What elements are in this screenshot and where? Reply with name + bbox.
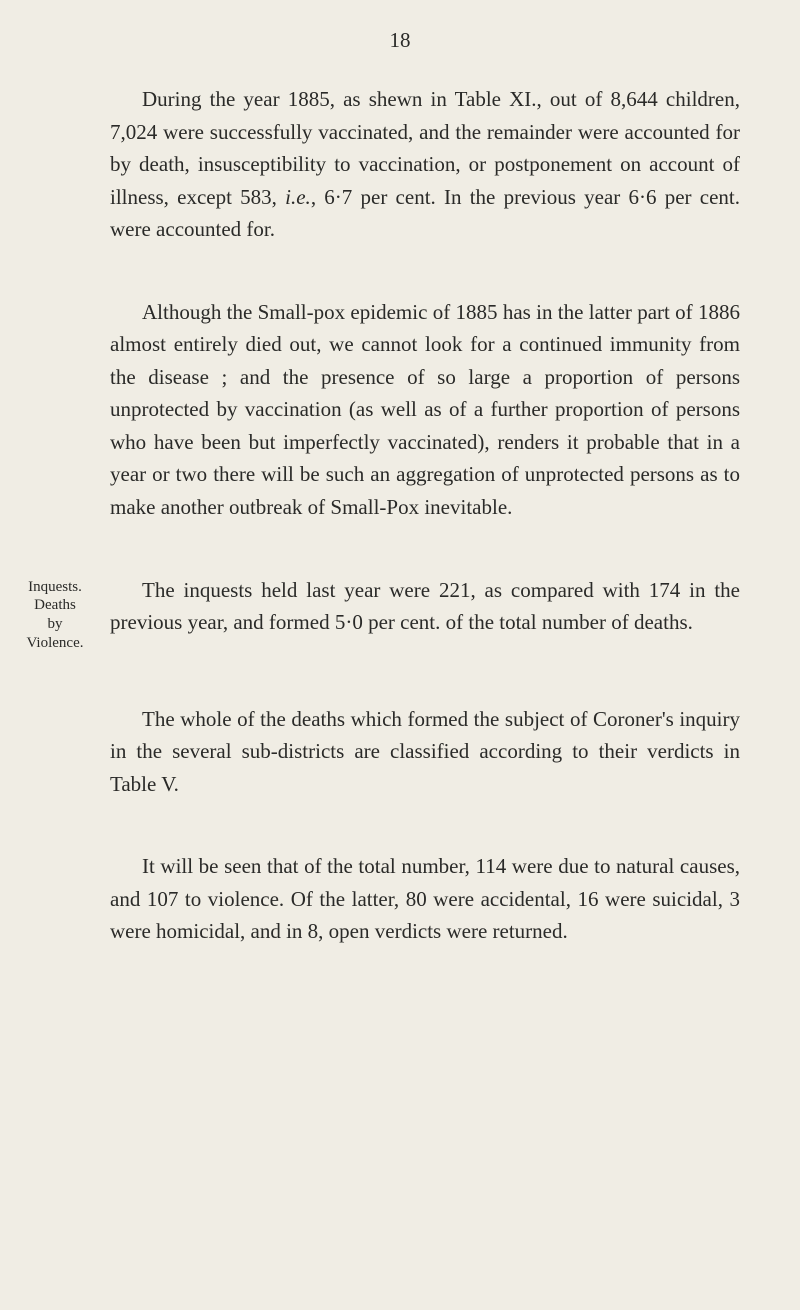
margin-note-block: Inquests.DeathsbyViolence. The inquests … — [110, 574, 740, 653]
paragraph-3: The whole of the deaths which formed the… — [110, 703, 740, 801]
paragraph-2: Although the Small-pox epidemic of 1885 … — [110, 296, 740, 524]
paragraph-1: During the year 1885, as shewn in Table … — [110, 83, 740, 246]
paragraph-4: It will be seen that of the total number… — [110, 850, 740, 948]
page-number: 18 — [60, 28, 740, 53]
margin-note: Inquests.DeathsbyViolence. — [12, 574, 98, 653]
paragraph-inquests: The inquests held last year were 221, as… — [110, 574, 740, 653]
